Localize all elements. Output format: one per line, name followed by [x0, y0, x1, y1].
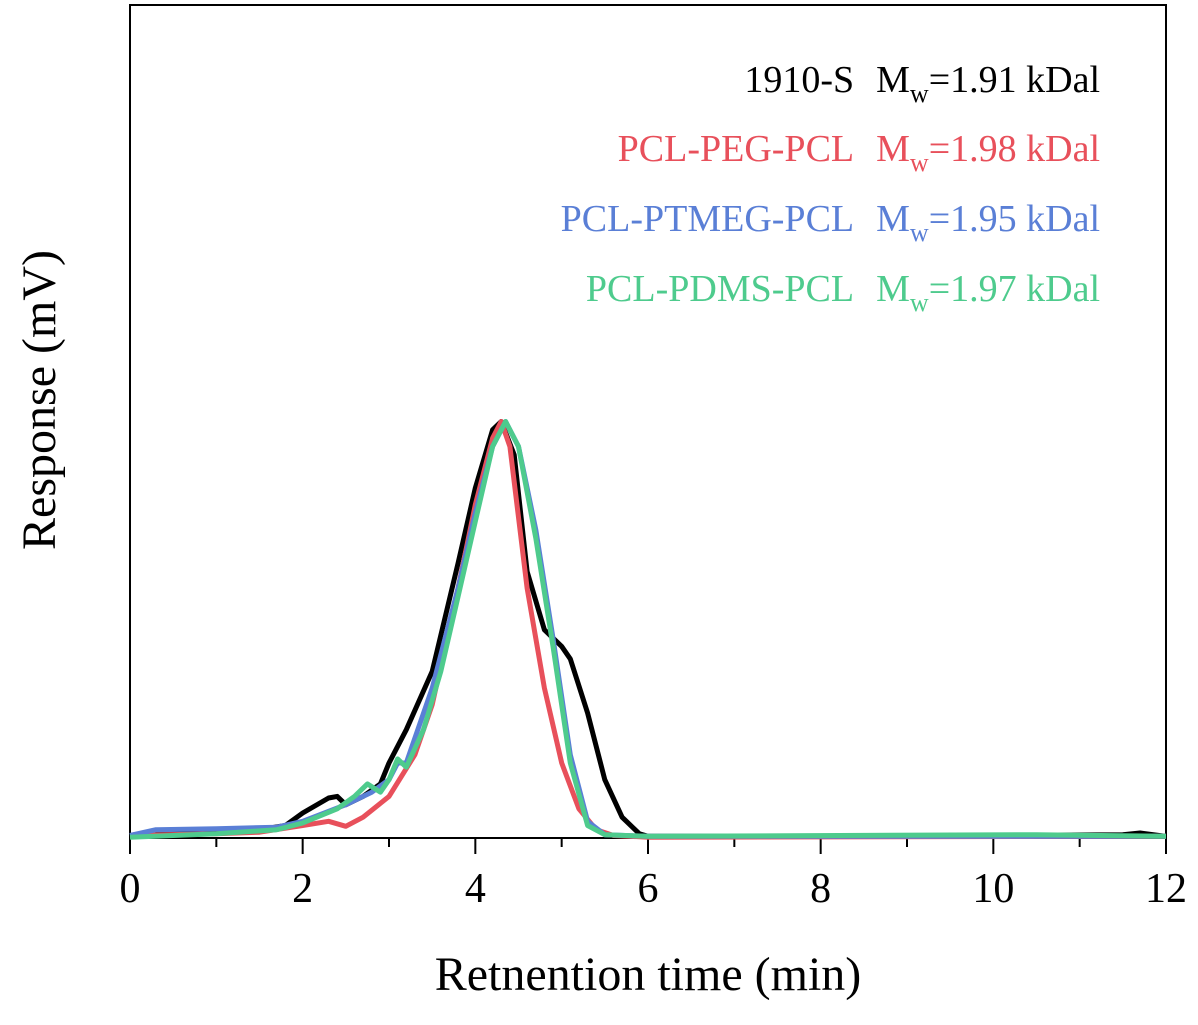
legend-value: =1.97 kDal: [929, 268, 1100, 310]
series-line: [129, 419, 1167, 839]
legend-symbol: M: [876, 128, 910, 170]
legend-subscript: w: [910, 218, 929, 247]
legend-name: 1910-S: [744, 59, 854, 101]
legend-value: =1.95 kDal: [929, 198, 1100, 240]
series-line: [129, 419, 1166, 839]
x-tick-label: 8: [810, 866, 831, 912]
series-line: [129, 419, 1167, 840]
legend-value: =1.91 kDal: [929, 59, 1100, 101]
legend-subscript: w: [910, 148, 929, 177]
x-tick-label: 10: [972, 866, 1014, 912]
legend-symbol: M: [876, 268, 910, 310]
legend-entry: PCL-PEG-PCL Mw=1.98 kDal: [618, 128, 1100, 177]
series-line: [129, 419, 1167, 840]
legend-value: =1.98 kDal: [929, 128, 1100, 170]
legend-subscript: w: [910, 288, 929, 317]
legend-name: PCL-PTMEG-PCL: [561, 198, 854, 240]
legend-name: PCL-PDMS-PCL: [586, 268, 854, 310]
legend-subscript: w: [910, 79, 929, 108]
legend-name: PCL-PEG-PCL: [618, 128, 854, 170]
x-tick-label: 6: [638, 866, 659, 912]
x-tick-label: 0: [120, 866, 141, 912]
legend-entry: PCL-PDMS-PCL Mw=1.97 kDal: [586, 268, 1100, 317]
x-axis-title: Retnention time (min): [435, 948, 862, 1001]
x-tick-label: 2: [292, 866, 313, 912]
legend-entry: 1910-S Mw=1.91 kDal: [744, 59, 1100, 108]
legend-symbol: M: [876, 59, 910, 101]
legend-symbol: M: [876, 198, 910, 240]
y-axis-title: Response (mV): [13, 250, 66, 550]
legend-entry: PCL-PTMEG-PCL Mw=1.95 kDal: [561, 198, 1100, 247]
x-tick-label: 4: [465, 866, 486, 912]
x-tick-label: 12: [1145, 866, 1187, 912]
